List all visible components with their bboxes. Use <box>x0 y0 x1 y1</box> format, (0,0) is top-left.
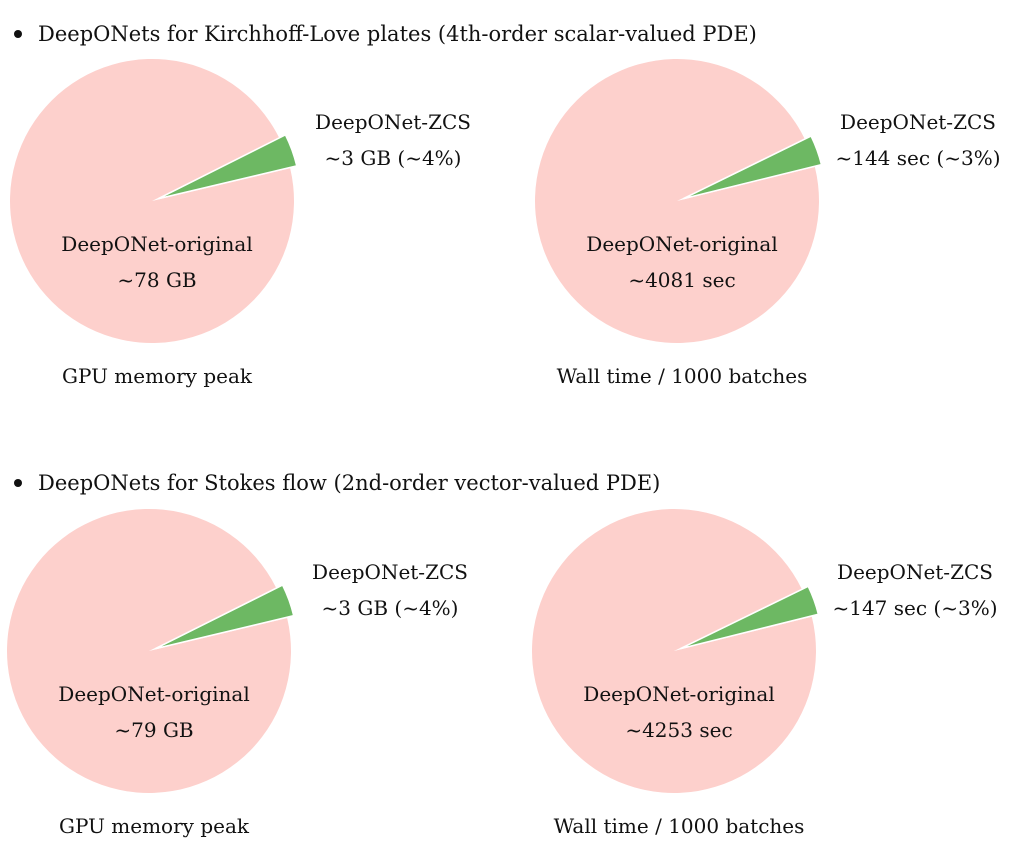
large-slice-label: DeepONet-original ~4253 sec <box>574 676 784 748</box>
pie-chart-svg <box>7 508 295 793</box>
section-heading-text: DeepONets for Stokes flow (2nd-order vec… <box>38 471 661 495</box>
small-slice-value: ~3 GB (~4%) <box>321 596 459 620</box>
pie-chart-gpu-memory-kirchhoff: DeepONet-original ~78 GB DeepONet-ZCS ~3… <box>0 58 483 388</box>
pie-slice-small <box>680 585 820 650</box>
large-slice-value: ~4253 sec <box>625 718 733 742</box>
small-slice-label: DeepONet-ZCS ~147 sec (~3%) <box>825 554 1005 626</box>
pie-chart-svg <box>532 509 820 794</box>
section-heading: DeepONets for Kirchhoff-Love plates (4th… <box>0 18 757 50</box>
bullet-icon <box>14 479 22 487</box>
pie-chart-gpu-memory-stokes: DeepONet-original ~79 GB DeepONet-ZCS ~3… <box>0 508 480 838</box>
small-slice-label: DeepONet-ZCS ~3 GB (~4%) <box>300 554 480 626</box>
large-slice-value: ~79 GB <box>114 718 194 742</box>
large-slice-name: DeepONet-original <box>586 232 778 256</box>
pie-slice-small <box>683 135 823 200</box>
large-slice-label: DeepONet-original ~79 GB <box>49 676 259 748</box>
small-slice-name: DeepONet-ZCS <box>840 110 996 134</box>
small-slice-name: DeepONet-ZCS <box>315 110 471 134</box>
pie-chart-wall-time-stokes: DeepONet-original ~4253 sec DeepONet-ZCS… <box>522 509 1005 838</box>
small-slice-name: DeepONet-ZCS <box>837 560 993 584</box>
chart-caption: Wall time / 1000 batches <box>556 364 808 388</box>
pie-chart-svg <box>9 58 298 343</box>
small-slice-name: DeepONet-ZCS <box>312 560 468 584</box>
large-slice-value: ~4081 sec <box>628 268 736 292</box>
bullet-icon <box>14 30 22 38</box>
chart-caption: GPU memory peak <box>59 814 249 838</box>
large-slice-name: DeepONet-original <box>58 682 250 706</box>
pie-chart-wall-time-kirchhoff: DeepONet-original ~4081 sec DeepONet-ZCS… <box>525 58 1008 388</box>
small-slice-label: DeepONet-ZCS ~3 GB (~4%) <box>303 104 483 176</box>
section-heading: DeepONets for Stokes flow (2nd-order vec… <box>0 467 660 499</box>
pie-slice-large <box>9 58 294 343</box>
pie-slice-small <box>158 133 298 200</box>
small-slice-value: ~3 GB (~4%) <box>324 146 462 170</box>
small-slice-value: ~147 sec (~3%) <box>832 596 998 620</box>
large-slice-label: DeepONet-original ~4081 sec <box>577 226 787 298</box>
section-heading-text: DeepONets for Kirchhoff-Love plates (4th… <box>38 22 757 46</box>
large-slice-value: ~78 GB <box>117 268 197 292</box>
small-slice-value: ~144 sec (~3%) <box>835 146 1001 170</box>
large-slice-name: DeepONet-original <box>583 682 775 706</box>
pie-chart-svg <box>534 58 823 343</box>
small-slice-label: DeepONet-ZCS ~144 sec (~3%) <box>828 104 1008 176</box>
pie-slice-large <box>532 509 816 794</box>
pie-slice-large <box>534 58 819 343</box>
chart-caption: GPU memory peak <box>62 364 252 388</box>
large-slice-name: DeepONet-original <box>61 232 253 256</box>
large-slice-label: DeepONet-original ~78 GB <box>52 226 262 298</box>
pie-slice-small <box>155 584 295 650</box>
chart-caption: Wall time / 1000 batches <box>553 814 805 838</box>
pie-slice-large <box>7 508 291 793</box>
